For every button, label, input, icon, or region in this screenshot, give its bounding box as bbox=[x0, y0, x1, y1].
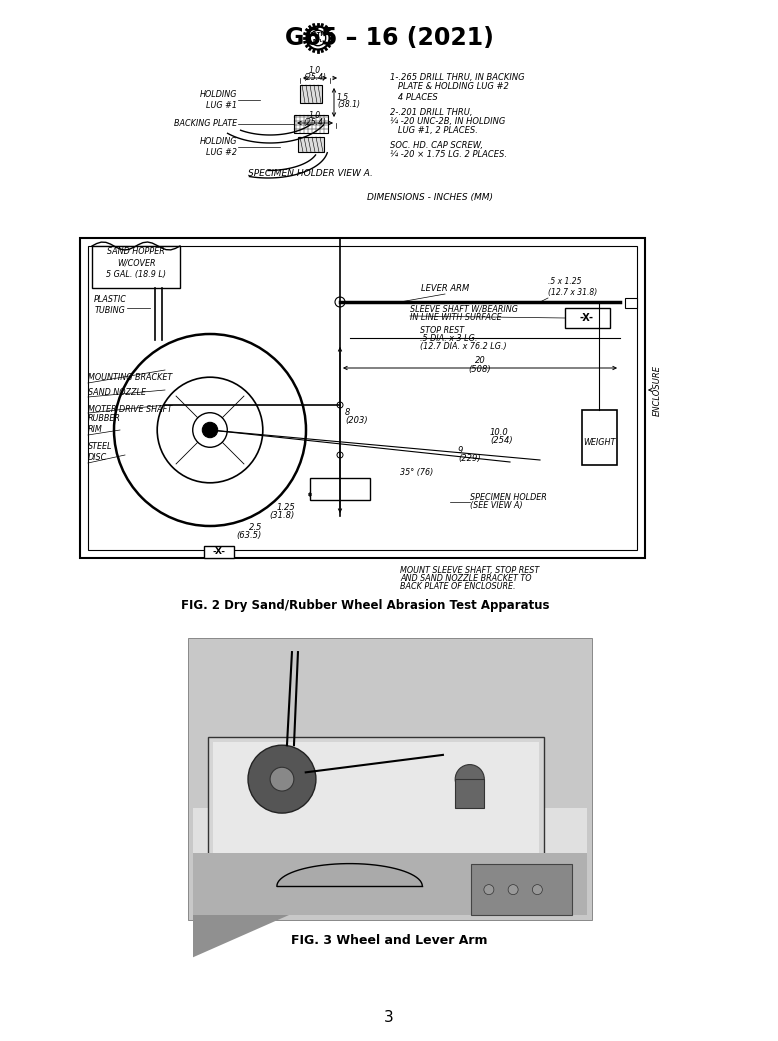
Circle shape bbox=[508, 885, 518, 894]
Text: DIMENSIONS - INCHES (MM): DIMENSIONS - INCHES (MM) bbox=[367, 193, 493, 202]
Text: (25.4): (25.4) bbox=[303, 118, 327, 127]
Circle shape bbox=[532, 885, 542, 894]
Text: .5 x 1.25
(12.7 x 31.8): .5 x 1.25 (12.7 x 31.8) bbox=[548, 277, 598, 297]
Circle shape bbox=[270, 767, 294, 791]
Bar bbox=[204, 545, 234, 558]
Polygon shape bbox=[193, 915, 289, 958]
Bar bbox=[582, 410, 617, 465]
Text: (203): (203) bbox=[345, 416, 368, 425]
Circle shape bbox=[248, 745, 316, 813]
Text: 3: 3 bbox=[384, 1011, 394, 1025]
Text: FIG. 2 Dry Sand/Rubber Wheel Abrasion Test Apparatus: FIG. 2 Dry Sand/Rubber Wheel Abrasion Te… bbox=[180, 599, 549, 611]
Text: MOTER DRIVE SHAFT: MOTER DRIVE SHAFT bbox=[88, 405, 172, 414]
Text: (63.5): (63.5) bbox=[237, 531, 262, 540]
Text: 2-.201 DRILL THRU,: 2-.201 DRILL THRU, bbox=[390, 108, 472, 117]
Text: MOUNTING BRACKET: MOUNTING BRACKET bbox=[88, 373, 172, 382]
Bar bbox=[625, 298, 637, 308]
Bar bbox=[294, 115, 328, 133]
Text: 2.5: 2.5 bbox=[249, 523, 262, 532]
Text: 10.0: 10.0 bbox=[490, 428, 509, 437]
Text: STEEL
DISC: STEEL DISC bbox=[88, 441, 113, 462]
Text: HOLDING
LUG #1: HOLDING LUG #1 bbox=[199, 90, 237, 110]
Circle shape bbox=[455, 764, 484, 793]
Text: RUBBER
RIM: RUBBER RIM bbox=[88, 414, 121, 434]
Text: PLASTIC
TUBING: PLASTIC TUBING bbox=[93, 295, 127, 315]
Circle shape bbox=[157, 377, 263, 483]
Text: SPECIMEN HOLDER VIEW A.: SPECIMEN HOLDER VIEW A. bbox=[247, 170, 373, 178]
Text: INTL: INTL bbox=[313, 39, 323, 43]
Text: BACKING PLATE: BACKING PLATE bbox=[173, 120, 237, 128]
Circle shape bbox=[114, 334, 306, 526]
Text: (254): (254) bbox=[490, 436, 513, 445]
Text: ASTM: ASTM bbox=[310, 32, 326, 37]
Bar bbox=[310, 478, 370, 500]
Text: SPECIMEN HOLDER: SPECIMEN HOLDER bbox=[470, 493, 547, 502]
Text: (SEE VIEW A): (SEE VIEW A) bbox=[470, 501, 523, 510]
Circle shape bbox=[307, 26, 329, 50]
Text: 1.25: 1.25 bbox=[276, 503, 295, 512]
Text: IN LINE WITH SURFACE: IN LINE WITH SURFACE bbox=[410, 313, 502, 322]
Text: (508): (508) bbox=[468, 365, 492, 374]
Text: LEVER ARM: LEVER ARM bbox=[421, 284, 469, 293]
Bar bbox=[193, 853, 587, 915]
Text: 1.5: 1.5 bbox=[337, 93, 349, 102]
Bar bbox=[92, 246, 180, 288]
Text: STOP REST: STOP REST bbox=[420, 326, 464, 335]
Text: 20: 20 bbox=[475, 356, 485, 365]
Text: -X-: -X- bbox=[580, 313, 594, 323]
Text: 1.0: 1.0 bbox=[309, 66, 321, 75]
Bar bbox=[80, 238, 645, 558]
Bar bbox=[88, 246, 637, 550]
Bar bbox=[213, 741, 538, 853]
Text: 4 PLACES: 4 PLACES bbox=[390, 93, 438, 102]
Text: .5 DIA. x 3 LG.: .5 DIA. x 3 LG. bbox=[420, 334, 478, 342]
Bar bbox=[193, 808, 587, 915]
Text: (12.7 DIA. x 76.2 LG.): (12.7 DIA. x 76.2 LG.) bbox=[420, 342, 506, 351]
Bar bbox=[471, 864, 572, 915]
Text: 8: 8 bbox=[345, 408, 350, 417]
Text: 1-.265 DRILL THRU, IN BACKING: 1-.265 DRILL THRU, IN BACKING bbox=[390, 73, 524, 82]
Text: HOLDING
LUG #2: HOLDING LUG #2 bbox=[199, 137, 237, 157]
Circle shape bbox=[337, 402, 343, 408]
Bar bbox=[455, 779, 484, 808]
Circle shape bbox=[337, 452, 343, 458]
Text: (25.4): (25.4) bbox=[303, 73, 327, 82]
Text: FIG. 3 Wheel and Lever Arm: FIG. 3 Wheel and Lever Arm bbox=[291, 934, 487, 946]
Text: (31.8): (31.8) bbox=[270, 511, 295, 520]
Text: PLATE & HOLDING LUG #2: PLATE & HOLDING LUG #2 bbox=[390, 82, 509, 91]
Text: -X-: -X- bbox=[212, 547, 226, 556]
Text: ¼ -20 × 1.75 LG. 2 PLACES.: ¼ -20 × 1.75 LG. 2 PLACES. bbox=[390, 150, 507, 159]
Text: SAND HOPPER
W/COVER
5 GAL. (18.9 L): SAND HOPPER W/COVER 5 GAL. (18.9 L) bbox=[106, 248, 166, 279]
Bar bbox=[188, 638, 592, 920]
Text: 9: 9 bbox=[458, 446, 464, 455]
Text: WEIGHT: WEIGHT bbox=[583, 438, 615, 447]
Text: BACK PLATE OF ENCLOSURE.: BACK PLATE OF ENCLOSURE. bbox=[400, 582, 516, 591]
Text: SLEEVE SHAFT W/BEARING: SLEEVE SHAFT W/BEARING bbox=[410, 305, 518, 314]
Bar bbox=[300, 85, 322, 103]
Text: (38.1): (38.1) bbox=[337, 100, 360, 109]
Text: ¼ -20 UNC-2B, IN HOLDING: ¼ -20 UNC-2B, IN HOLDING bbox=[390, 117, 506, 126]
Text: 35° (76): 35° (76) bbox=[400, 468, 433, 477]
Text: 1.0: 1.0 bbox=[309, 111, 321, 120]
Text: MOUNT SLEEVE SHAFT, STOP REST: MOUNT SLEEVE SHAFT, STOP REST bbox=[400, 566, 539, 575]
Circle shape bbox=[193, 412, 227, 448]
Text: (229): (229) bbox=[458, 454, 481, 463]
Circle shape bbox=[202, 423, 218, 437]
Text: LUG #1, 2 PLACES.: LUG #1, 2 PLACES. bbox=[390, 126, 478, 135]
Bar bbox=[565, 308, 610, 328]
Bar bbox=[298, 137, 324, 152]
Circle shape bbox=[484, 885, 494, 894]
Circle shape bbox=[310, 30, 326, 46]
Polygon shape bbox=[277, 864, 422, 886]
Text: G65 – 16 (2021): G65 – 16 (2021) bbox=[285, 26, 493, 50]
Text: AND SAND NOZZLE BRACKET TO: AND SAND NOZZLE BRACKET TO bbox=[400, 574, 531, 583]
Text: ENCLOSURE: ENCLOSURE bbox=[653, 364, 661, 415]
Text: SOC. HD. CAP SCREW,: SOC. HD. CAP SCREW, bbox=[390, 141, 483, 150]
Bar bbox=[209, 737, 544, 858]
Text: SAND NOZZLE: SAND NOZZLE bbox=[88, 388, 146, 397]
Circle shape bbox=[335, 297, 345, 307]
